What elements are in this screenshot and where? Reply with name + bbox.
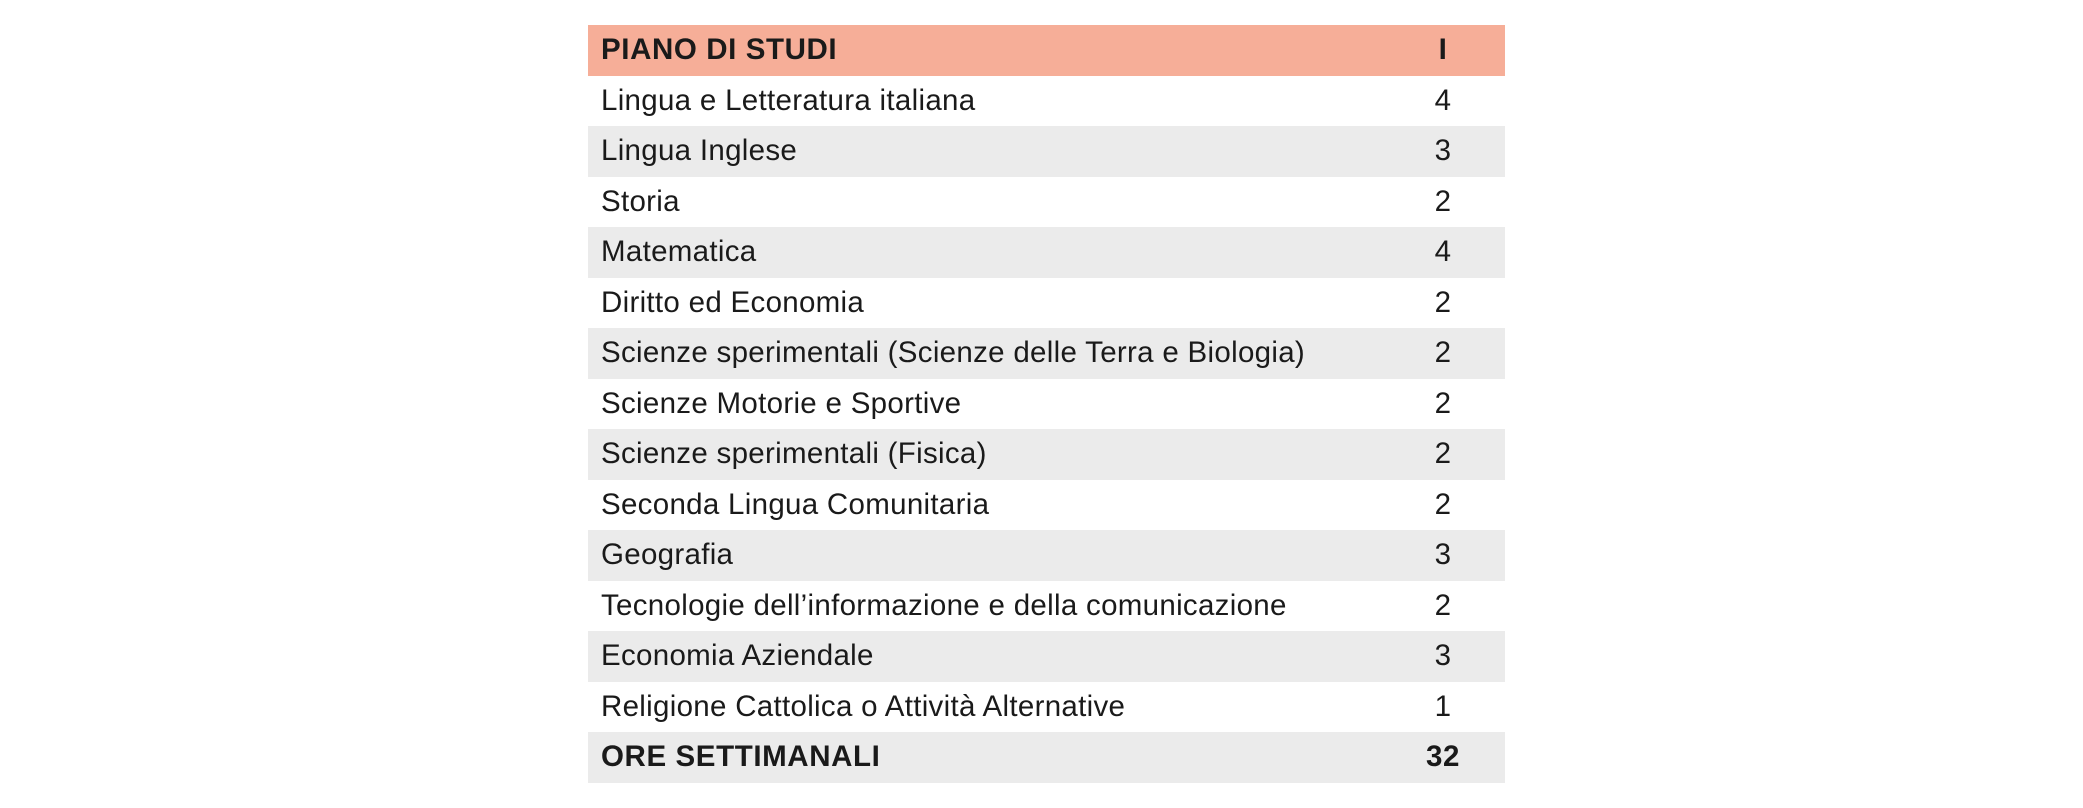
total-label: ORE SETTIMANALI: [601, 740, 881, 774]
header-subject-label: PIANO DI STUDI: [601, 33, 838, 67]
subject-cell: Scienze sperimentali (Scienze delle Terr…: [601, 336, 1306, 370]
subject-cell: Scienze Motorie e Sportive: [601, 386, 962, 420]
hours-cell: 2: [1434, 386, 1452, 420]
subject-cell: Diritto ed Economia: [601, 285, 865, 319]
hours-cell: 2: [1434, 487, 1452, 521]
hours-cell: 2: [1434, 588, 1452, 622]
table-row: Scienze sperimentali (Fisica) 2: [588, 429, 1505, 480]
table-row: Seconda Lingua Comunitaria 2: [588, 480, 1505, 531]
subject-cell: Seconda Lingua Comunitaria: [601, 487, 990, 521]
table-row: Economia Aziendale 3: [588, 631, 1505, 682]
hours-cell: 4: [1434, 83, 1452, 117]
table-row: Tecnologie dell’informazione e della com…: [588, 581, 1505, 632]
table-total-row: ORE SETTIMANALI 32: [588, 732, 1505, 783]
table-row: Lingua Inglese 3: [588, 126, 1505, 177]
subject-cell: Religione Cattolica o Attività Alternati…: [601, 689, 1126, 723]
table-row: Lingua e Letteratura italiana 4: [588, 76, 1505, 127]
hours-cell: 4: [1434, 235, 1452, 269]
hours-cell: 3: [1434, 134, 1452, 168]
subject-cell: Scienze sperimentali (Fisica): [601, 437, 987, 471]
table-row: Scienze Motorie e Sportive 2: [588, 379, 1505, 430]
subject-cell: Storia: [601, 184, 680, 218]
table-row: Geografia 3: [588, 530, 1505, 581]
subject-cell: Geografia: [601, 538, 734, 572]
hours-cell: 3: [1434, 639, 1452, 673]
table-row: Scienze sperimentali (Scienze delle Terr…: [588, 328, 1505, 379]
subject-cell: Economia Aziendale: [601, 639, 874, 673]
subject-cell: Tecnologie dell’informazione e della com…: [601, 588, 1287, 622]
subject-cell: Lingua e Letteratura italiana: [601, 83, 976, 117]
table-row: Storia 2: [588, 177, 1505, 228]
total-hours: 32: [1425, 740, 1460, 774]
table-row: Matematica 4: [588, 227, 1505, 278]
table-row: Religione Cattolica o Attività Alternati…: [588, 682, 1505, 733]
table-header-row: PIANO DI STUDI I: [588, 25, 1505, 76]
table-row: Diritto ed Economia 2: [588, 278, 1505, 329]
study-plan-table: PIANO DI STUDI I Lingua e Letteratura it…: [588, 25, 1505, 783]
hours-cell: 2: [1434, 336, 1452, 370]
subject-cell: Lingua Inglese: [601, 134, 798, 168]
hours-cell: 2: [1434, 184, 1452, 218]
hours-cell: 2: [1434, 437, 1452, 471]
subject-cell: Matematica: [601, 235, 757, 269]
hours-cell: 3: [1434, 538, 1452, 572]
hours-cell: 2: [1434, 285, 1452, 319]
hours-cell: 1: [1434, 689, 1452, 723]
header-year-label: I: [1438, 33, 1448, 67]
